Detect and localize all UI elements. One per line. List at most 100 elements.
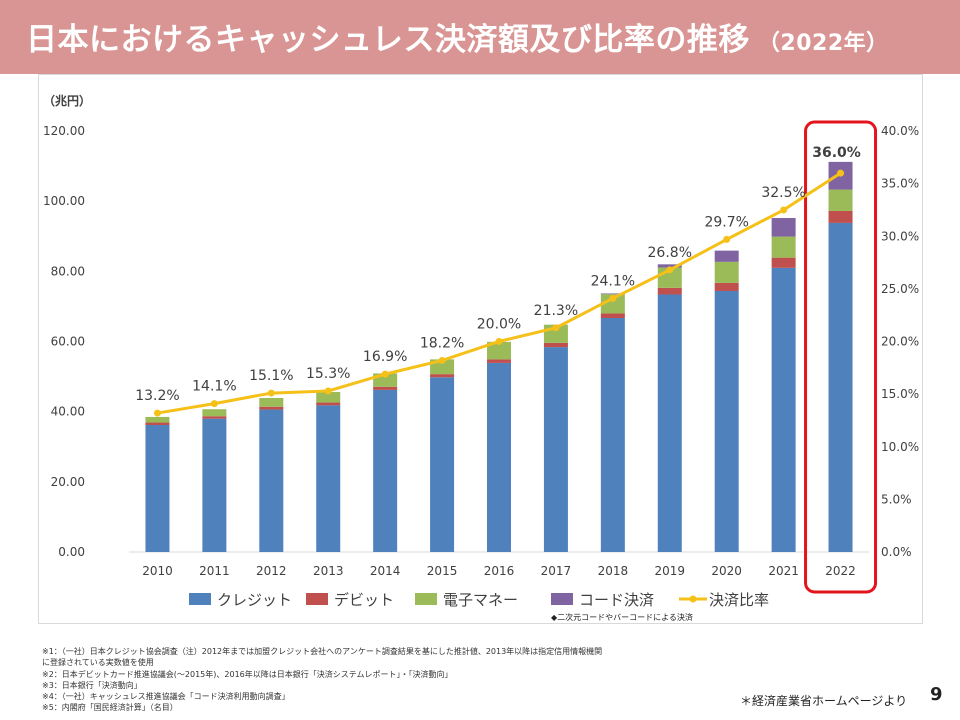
- bar-debit-2014: [373, 386, 398, 390]
- bar-credit-2021: [771, 267, 796, 552]
- bar-emoney-2016: [487, 341, 511, 360]
- ratio-point-2018: [609, 294, 617, 302]
- source-note: ＊経済産業省ホームページより: [740, 694, 908, 708]
- bar-debit-2016: [487, 359, 511, 363]
- ratio-data-label: 21.3%: [534, 303, 578, 319]
- x-tick-label: 2021: [768, 564, 799, 578]
- legend-label-emoney: 電子マネー: [443, 591, 518, 609]
- x-tick-label: 2022: [825, 564, 856, 578]
- title-main: 日本におけるキャッシュレス決済額及び比率の推移: [26, 22, 750, 58]
- ratio-data-label: 15.1%: [249, 368, 293, 384]
- ratio-point-2015: [438, 356, 446, 364]
- ratio-data-label: 13.2%: [135, 388, 179, 404]
- ratio-data-label: 14.1%: [192, 379, 236, 395]
- bar-code-2021: [771, 218, 796, 237]
- ratio-data-label: 15.3%: [306, 366, 350, 382]
- footnotes: ※1：（一社）日本クレジット協会調査（注）2012年までは加盟クレジット会社への…: [42, 646, 702, 714]
- bar-emoney-2013: [316, 392, 341, 403]
- ratio-data-label: 26.8%: [648, 245, 692, 261]
- bar-code-2019: [657, 264, 682, 268]
- x-tick-label: 2015: [427, 564, 458, 578]
- ratio-data-label: 20.0%: [477, 317, 521, 333]
- bar-credit-2015: [430, 377, 455, 552]
- bar-credit-2016: [487, 362, 511, 552]
- bar-credit-2011: [202, 418, 227, 552]
- title-bar: 日本におけるキャッシュレス決済額及び比率の推移 （2022年）: [0, 0, 960, 74]
- footnote-4: ※4：（一社）キャッシュレス推進協議会「コード決済利用動向調査」: [42, 692, 290, 702]
- legend-swatch-code: [551, 593, 573, 605]
- y-right-tick-label: 5.0%: [881, 492, 912, 506]
- bar-credit-2013: [316, 405, 341, 552]
- bar-emoney-2020: [714, 261, 739, 283]
- ratio-point-2022: [837, 169, 845, 177]
- y-left-tick-label: 20.00: [51, 475, 85, 489]
- chart: （兆円） 0.00 20.00 40.00 60.00 80.00 100.00 120.00…: [43, 93, 919, 622]
- ratio-data-label: 24.1%: [591, 273, 635, 289]
- bar-debit-2019: [657, 287, 682, 295]
- y-right-tick-label: 20.0%: [881, 335, 919, 349]
- chart-frame: （兆円） 0.00 20.00 40.00 60.00 80.00 100.00 120.00…: [38, 74, 923, 624]
- y-right-tick-label: 0.0%: [881, 545, 912, 559]
- y-left-tick-label: 120.00: [43, 124, 85, 138]
- bar-emoney-2012: [259, 397, 284, 407]
- ratio-data-label: 18.2%: [420, 335, 464, 351]
- y-right-tick-label: 35.0%: [881, 177, 919, 191]
- footnote-1: ※1：（一社）日本クレジット協会調査（注）2012年までは加盟クレジット会社への…: [42, 647, 603, 656]
- bar-debit-2017: [543, 342, 568, 348]
- y-right-tick-label: 40.0%: [881, 124, 919, 138]
- bar-credit-2022: [828, 222, 853, 552]
- ratio-point-2010: [153, 409, 161, 417]
- x-tick-label: 2014: [370, 564, 401, 578]
- y-right-tick-label: 25.0%: [881, 282, 919, 296]
- y-left-tick-label: 0.00: [58, 545, 85, 559]
- bar-emoney-2021: [771, 236, 796, 258]
- x-tick-label: 2012: [256, 564, 287, 578]
- bar-credit-2017: [543, 347, 568, 552]
- bar-emoney-2022: [828, 189, 853, 211]
- ratio-point-2017: [552, 324, 560, 332]
- ratio-point-2014: [381, 370, 389, 378]
- bar-credit-2019: [657, 294, 682, 552]
- y-right-tick-label: 10.0%: [881, 440, 919, 454]
- bar-debit-2015: [430, 374, 455, 378]
- x-tick-label: 2016: [484, 564, 515, 578]
- x-tick-label: 2011: [199, 564, 230, 578]
- bar-emoney-2018: [600, 294, 625, 314]
- ratio-point-2013: [324, 387, 332, 395]
- x-tick-label: 2010: [142, 564, 173, 578]
- footnote-2: ※2：日本デビットカード推進協議会(～2015年)、2016年以降は日本銀行「決…: [42, 669, 453, 679]
- ratio-point-2012: [267, 389, 275, 397]
- ratio-data-label: 16.9%: [363, 349, 407, 365]
- legend-swatch-emoney: [415, 593, 437, 605]
- legend-label-credit: クレジット: [217, 591, 292, 609]
- x-tick-label: 2019: [654, 564, 685, 578]
- ratio-data-label: 32.5%: [761, 185, 805, 201]
- bar-credit-2012: [259, 409, 284, 552]
- x-tick-label: 2013: [313, 564, 344, 578]
- legend-marker-ratio: [689, 595, 697, 603]
- legend-swatch-debit: [306, 593, 328, 605]
- legend-label-debit: デビット: [334, 591, 394, 609]
- y-left-tick-label: 40.00: [51, 405, 85, 419]
- bar-code-2018: [600, 293, 625, 295]
- ratio-point-2011: [210, 400, 218, 408]
- bar-debit-2022: [828, 210, 853, 223]
- title-year: （2022年）: [757, 31, 889, 56]
- legend-note: ◆二次元コードやバーコードによる決済: [551, 612, 693, 622]
- bar-debit-2013: [316, 402, 341, 406]
- footnote-3: ※3：日本銀行「決済動向」: [42, 680, 142, 690]
- bar-code-2020: [714, 250, 739, 262]
- bar-credit-2010: [145, 424, 170, 552]
- ratio-data-label: 36.0%: [812, 145, 861, 161]
- ratio-point-2016: [495, 338, 503, 345]
- bar-debit-2011: [202, 416, 227, 419]
- legend-label-ratio: 決済比率: [709, 591, 769, 609]
- x-tick-label: 2018: [598, 564, 629, 578]
- bar-emoney-2011: [202, 409, 227, 417]
- page-number: 9: [930, 684, 943, 705]
- bar-emoney-2010: [145, 416, 170, 423]
- ratio-point-2020: [723, 235, 731, 243]
- y-left-tick-label: 100.00: [43, 194, 85, 208]
- x-tick-label: 2017: [541, 564, 572, 578]
- ratio-point-2021: [780, 206, 788, 214]
